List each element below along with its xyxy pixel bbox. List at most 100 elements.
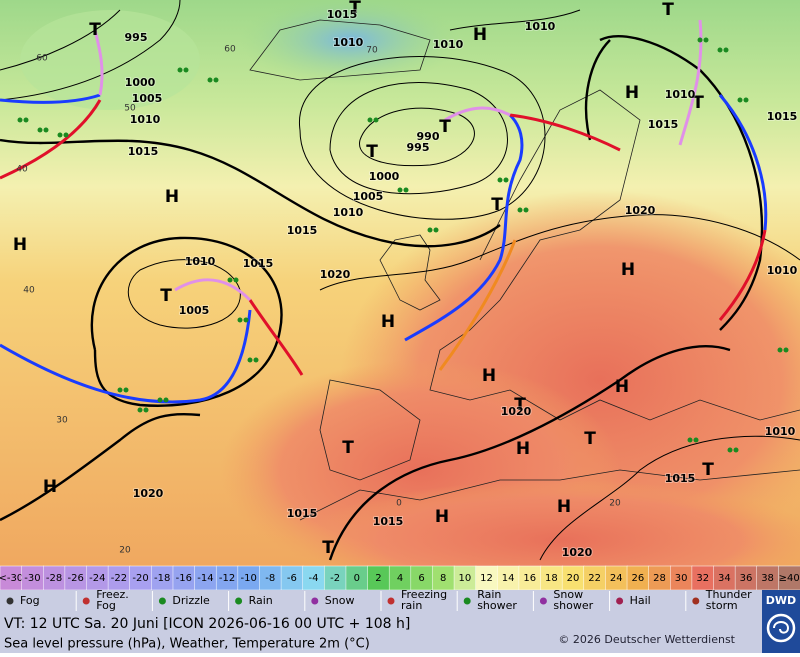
isobar-label: 1010 xyxy=(525,20,556,33)
pressure-center: H xyxy=(165,187,179,207)
legend-label: Drizzle xyxy=(172,594,210,607)
logo-text: DWD xyxy=(766,594,796,607)
scale-label: -8 xyxy=(265,573,275,584)
legend-label: Hail xyxy=(630,594,651,607)
rain-symbol xyxy=(503,177,509,183)
fronts xyxy=(0,19,768,404)
pressure-center: T xyxy=(662,0,674,20)
temperature-label: 50 xyxy=(124,104,136,114)
isobar-label: 1020 xyxy=(133,487,164,500)
pressure-center: H xyxy=(13,235,27,255)
pressure-center: T xyxy=(702,460,714,480)
legend-symbol xyxy=(539,597,547,605)
temperature-label: 70 xyxy=(366,46,378,56)
isobar-label: 1015 xyxy=(287,224,318,237)
legend-label: Freez. xyxy=(96,588,129,601)
scale-label: 16 xyxy=(523,573,536,584)
pressure-center: H xyxy=(516,439,530,459)
rain-symbol xyxy=(227,277,233,283)
rain-symbol xyxy=(523,207,529,213)
legend-label: Snow xyxy=(325,594,355,607)
isobar-label: 1015 xyxy=(243,257,274,270)
isobar-label: 1015 xyxy=(128,145,159,158)
legend-label: shower xyxy=(477,599,517,612)
isobar-label: 995 xyxy=(407,141,430,154)
scale-label: 0 xyxy=(354,573,360,584)
legend-label: Rain xyxy=(477,588,501,601)
rain-symbol xyxy=(717,47,723,53)
scale-label: ≥40 xyxy=(779,573,800,584)
pressure-center: T xyxy=(349,0,361,18)
scale-label: 10 xyxy=(458,573,471,584)
scale-label: 18 xyxy=(545,573,558,584)
rain-symbol xyxy=(403,187,409,193)
rain-symbol xyxy=(497,177,503,183)
isobar-label: 1010 xyxy=(333,206,364,219)
scale-label: 2 xyxy=(375,573,381,584)
coastlines xyxy=(249,19,800,521)
scale-label: -28 xyxy=(46,573,62,584)
rain-symbol xyxy=(157,397,163,403)
rain-symbol xyxy=(687,437,693,443)
rain-symbol xyxy=(43,127,49,133)
legend-label: Snow xyxy=(553,588,583,601)
pressure-center: H xyxy=(557,497,571,517)
rain-symbol xyxy=(693,437,699,443)
scale-label: 22 xyxy=(588,573,601,584)
scale-label: 32 xyxy=(696,573,709,584)
scale-label: -30 xyxy=(24,573,40,584)
isobar-label: 1015 xyxy=(767,110,798,123)
scale-label: 14 xyxy=(502,573,515,584)
rain-symbol xyxy=(397,187,403,193)
rain-symbol xyxy=(117,387,123,393)
legend-label: Fog xyxy=(96,599,116,612)
pressure-center: T xyxy=(366,142,378,162)
rain-symbol xyxy=(737,97,743,103)
isobar-label: 1000 xyxy=(125,76,156,89)
temperature-label: 20 xyxy=(609,499,621,509)
scale-label: 30 xyxy=(675,573,688,584)
legend-symbol xyxy=(82,597,90,605)
scale-label: 38 xyxy=(761,573,774,584)
legend-label: rain xyxy=(401,599,422,612)
rain-symbol xyxy=(697,37,703,43)
scale-label: -20 xyxy=(132,573,148,584)
weather-legend-bg xyxy=(0,590,800,612)
rain-symbol xyxy=(733,447,739,453)
scale-label: 24 xyxy=(610,573,623,584)
pressure-center: H xyxy=(621,260,635,280)
weather-legend: Fog Freez.Fog Drizzle Rain Snow FreezingrainR… xyxy=(6,588,752,612)
scale-label: -10 xyxy=(240,573,256,584)
pressure-center: T xyxy=(491,195,503,215)
rain-symbol xyxy=(143,407,149,413)
scale-label: -22 xyxy=(111,573,127,584)
scale-label: 8 xyxy=(440,573,446,584)
isobar-label: 1020 xyxy=(625,204,656,217)
isobar-label: 1010 xyxy=(433,38,464,51)
scale-label: -12 xyxy=(219,573,235,584)
rain-symbol xyxy=(17,117,23,123)
isobar-label: 1010 xyxy=(767,264,798,277)
scale-label: -26 xyxy=(68,573,84,584)
rain-symbol xyxy=(367,117,373,123)
rain-symbol xyxy=(163,397,169,403)
scale-label: 6 xyxy=(418,573,424,584)
footer-bg xyxy=(0,612,800,653)
rain-symbol xyxy=(247,357,253,363)
legend-symbol xyxy=(235,597,243,605)
rain-symbol xyxy=(137,407,143,413)
legend-label: Thunder xyxy=(705,588,752,601)
rain-symbol xyxy=(783,347,789,353)
isobars xyxy=(0,0,800,561)
scale-label: <-30 xyxy=(0,573,23,584)
temperature-scale: <-30 -30 -28 -26 -24 -22 -20 -18 -16 -14 -12 -10 -8-… xyxy=(0,565,800,591)
scale-label: -4 xyxy=(309,573,319,584)
isobar-label: 1005 xyxy=(179,304,210,317)
scale-label: -18 xyxy=(154,573,170,584)
legend-symbol xyxy=(463,597,471,605)
temperature-label: 0 xyxy=(396,499,402,509)
temperature-label: 60 xyxy=(36,54,48,64)
temperature-label: 40 xyxy=(23,286,35,296)
